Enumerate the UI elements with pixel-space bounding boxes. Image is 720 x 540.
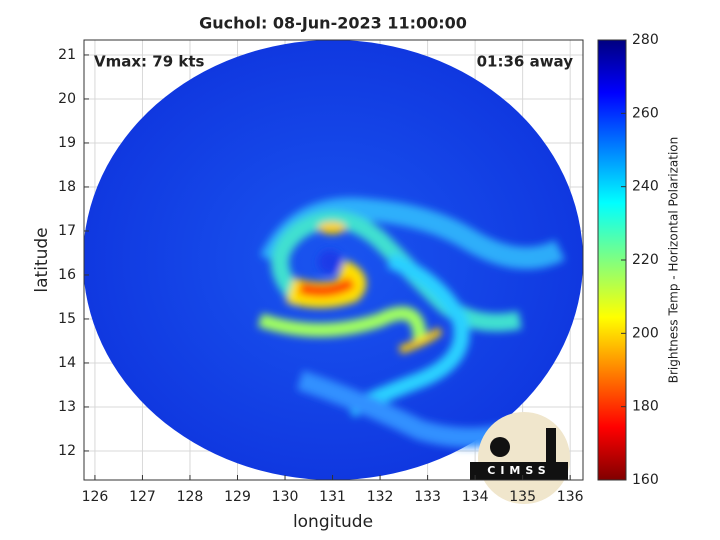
chart-title: Guchol: 08-Jun-2023 11:00:00 (199, 14, 467, 33)
storm (257, 197, 565, 448)
colorbar-tick-label: 280 (632, 32, 659, 48)
x-tick-label: 130 (272, 489, 299, 505)
x-tick-label: 134 (462, 489, 489, 505)
x-tick-label: 132 (367, 489, 394, 505)
y-tick-label: 15 (58, 311, 76, 327)
y-tick-label: 16 (58, 267, 76, 283)
x-tick-label: 129 (224, 489, 251, 505)
y-tick-label: 20 (58, 91, 76, 107)
y-tick-label: 12 (58, 443, 76, 459)
annotation: Vmax: 79 kts (94, 53, 204, 71)
colorbar-tick-label: 160 (632, 472, 659, 488)
y-tick-label: 17 (58, 223, 76, 239)
colorbar-tick-label: 200 (632, 325, 659, 341)
image (84, 40, 583, 480)
x-tick-label: 135 (509, 489, 536, 505)
y-tick-label: 19 (58, 135, 76, 151)
logo-text: CIMSS (487, 464, 550, 477)
x-tick-label: 136 (557, 489, 584, 505)
colorbar-tick-label: 180 (632, 399, 659, 415)
y-axis-label: latitude (32, 227, 52, 292)
y-tick-label: 21 (58, 47, 76, 63)
y-tick-label: 18 (58, 179, 76, 195)
x-tick-label: 127 (129, 489, 156, 505)
logo: CIMSS (470, 412, 570, 504)
x-tick-label: 133 (414, 489, 441, 505)
plot-frame (83, 39, 584, 481)
colorbar-tick-label: 240 (632, 179, 659, 195)
x-tick-label: 131 (319, 489, 346, 505)
x-axis-label: longitude (293, 512, 373, 532)
colorbar-label: Brightness Temp - Horizontal Polarizatio… (667, 137, 681, 384)
colorbar-tick-label: 220 (632, 252, 659, 268)
y-tick-label: 14 (58, 355, 76, 371)
x-tick-label: 128 (177, 489, 204, 505)
x-tick-label: 126 (82, 489, 109, 505)
colorbar-tick-label: 260 (632, 105, 659, 121)
y-tick-label: 13 (58, 399, 76, 415)
annotation: 01:36 away (477, 53, 574, 71)
